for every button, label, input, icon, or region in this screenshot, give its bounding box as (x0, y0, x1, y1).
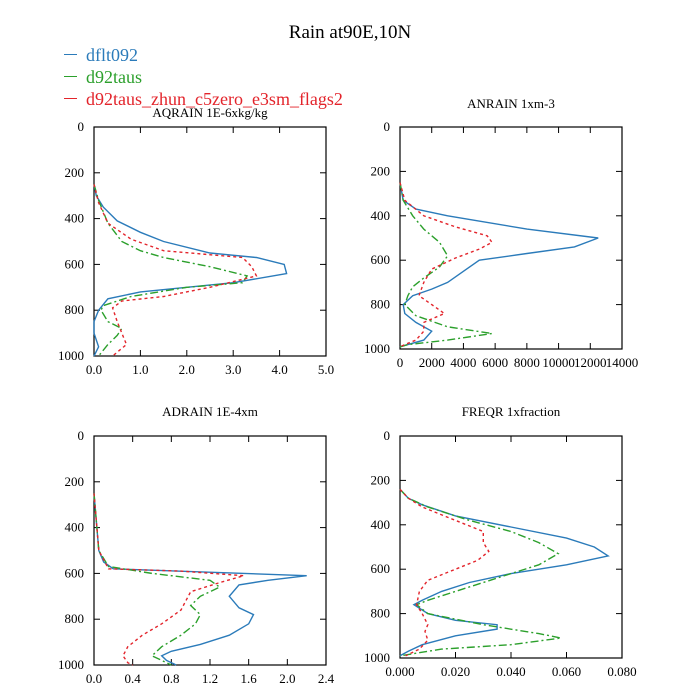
y-tick-label-2-0: 0 (78, 428, 85, 443)
panel-1: ANRAIN 1xm-30 2000 4000 6000 8000 10000 12000 1… (364, 96, 638, 370)
plot-frame-3 (399, 435, 623, 659)
series-line-2-1 (93, 493, 222, 666)
x-tick-label-2-0: 0.0 (86, 671, 102, 686)
legend-swatch-1 (64, 76, 77, 77)
y-tick-label-3-4: 800 (371, 606, 391, 621)
y-tick-label-2-4: 800 (65, 611, 85, 626)
x-tick-label-1-6: 12000 (574, 355, 607, 370)
series-line-1-0 (399, 182, 599, 348)
y-tick-label-2-3: 600 (65, 565, 85, 580)
y-tick-label-0-4: 800 (65, 302, 85, 317)
legend-label-0: dflt092 (86, 45, 138, 65)
x-tick-label-1-0: 0 (397, 355, 404, 370)
panel-2: ADRAIN 1E-4xm 0.0 0.4 0.8 1.2 1.6 2.0 2.4 0 200 40… (58, 404, 335, 686)
x-tick-label-0-2: 2.0 (179, 362, 195, 377)
y-tick-label-2-1: 200 (65, 474, 85, 489)
x-tick-label-3-1: 0.020 (441, 664, 470, 679)
x-tick-label-2-4: 1.6 (241, 671, 258, 686)
y-tick-label-1-0: 0 (384, 119, 391, 134)
x-tick-label-1-3: 6000 (482, 355, 508, 370)
y-tick-label-0-2: 400 (65, 211, 85, 226)
x-tick-label-3-3: 0.060 (552, 664, 581, 679)
x-tick-label-1-2: 4000 (450, 355, 476, 370)
y-tick-label-3-5: 1000 (364, 650, 390, 665)
legend-label-2: d92taus_zhun_c5zero_e3sm_flags2 (86, 89, 343, 109)
panel-3: FREQR 1xfraction 0.000 0.020 0.040 0.060 0.08… (364, 404, 637, 679)
y-tick-label-1-5: 1000 (364, 341, 390, 356)
x-tick-label-1-4: 8000 (514, 355, 540, 370)
panel-0: AQRAIN 1E-6xkg/kg 0.0 1.0 2.0 3.0 4.0 5.0 0 200 4… (58, 105, 334, 377)
plot-frame-1 (399, 126, 623, 350)
x-tick-label-3-2: 0.040 (496, 664, 525, 679)
series-line-0-0 (93, 184, 288, 357)
y-tick-label-3-1: 200 (371, 472, 391, 487)
x-tick-label-1-7: 14000 (606, 355, 639, 370)
panel-title-3: FREQR 1xfraction (462, 404, 561, 419)
legend-swatch-0 (64, 54, 77, 55)
x-tick-label-2-1: 0.4 (125, 671, 142, 686)
series-line-2-0 (93, 493, 307, 666)
y-tick-label-0-3: 600 (65, 256, 85, 271)
series-line-3-1 (399, 488, 562, 657)
x-tick-label-3-0: 0.000 (385, 664, 414, 679)
series-line-0-2 (93, 184, 258, 357)
y-tick-label-1-4: 800 (371, 297, 391, 312)
x-tick-label-3-4: 0.080 (607, 664, 636, 679)
x-tick-label-0-0: 0.0 (86, 362, 102, 377)
x-tick-label-2-5: 2.0 (279, 671, 295, 686)
x-tick-label-2-2: 0.8 (163, 671, 179, 686)
y-tick-label-1-2: 400 (371, 208, 391, 223)
plot-frame-0 (93, 126, 327, 357)
y-tick-label-2-2: 400 (65, 520, 85, 535)
y-tick-label-2-5: 1000 (58, 657, 84, 672)
legend-swatch-2 (64, 98, 77, 99)
y-tick-label-0-0: 0 (78, 119, 85, 134)
legend-label-1: d92taus (86, 67, 142, 87)
x-tick-label-1-5: 10000 (542, 355, 575, 370)
series-line-1-2 (399, 182, 494, 348)
x-tick-label-0-4: 4.0 (271, 362, 287, 377)
page-title: Rain at90E,10N (288, 22, 412, 43)
y-tick-label-3-0: 0 (384, 428, 391, 443)
series-line-2-2 (93, 493, 244, 666)
x-tick-label-0-1: 1.0 (132, 362, 148, 377)
x-tick-label-1-1: 2000 (419, 355, 445, 370)
x-tick-label-2-3: 1.2 (202, 671, 218, 686)
x-tick-label-2-6: 2.4 (318, 671, 335, 686)
panel-title-1: ANRAIN 1xm-3 (467, 96, 555, 111)
y-tick-label-0-5: 1000 (58, 348, 84, 363)
plot-frame-2 (93, 435, 327, 666)
series-line-3-2 (399, 488, 490, 657)
y-tick-label-3-3: 600 (371, 561, 391, 576)
y-tick-label-0-1: 200 (65, 165, 85, 180)
y-tick-label-3-2: 400 (371, 517, 391, 532)
panel-title-0: AQRAIN 1E-6xkg/kg (152, 105, 268, 120)
y-tick-label-1-3: 600 (371, 252, 391, 267)
y-tick-label-1-1: 200 (371, 163, 391, 178)
series-line-3-0 (399, 488, 610, 657)
series-line-0-1 (93, 184, 249, 357)
panel-title-2: ADRAIN 1E-4xm (162, 404, 258, 419)
x-tick-label-0-3: 3.0 (225, 362, 241, 377)
x-tick-label-0-5: 5.0 (318, 362, 334, 377)
